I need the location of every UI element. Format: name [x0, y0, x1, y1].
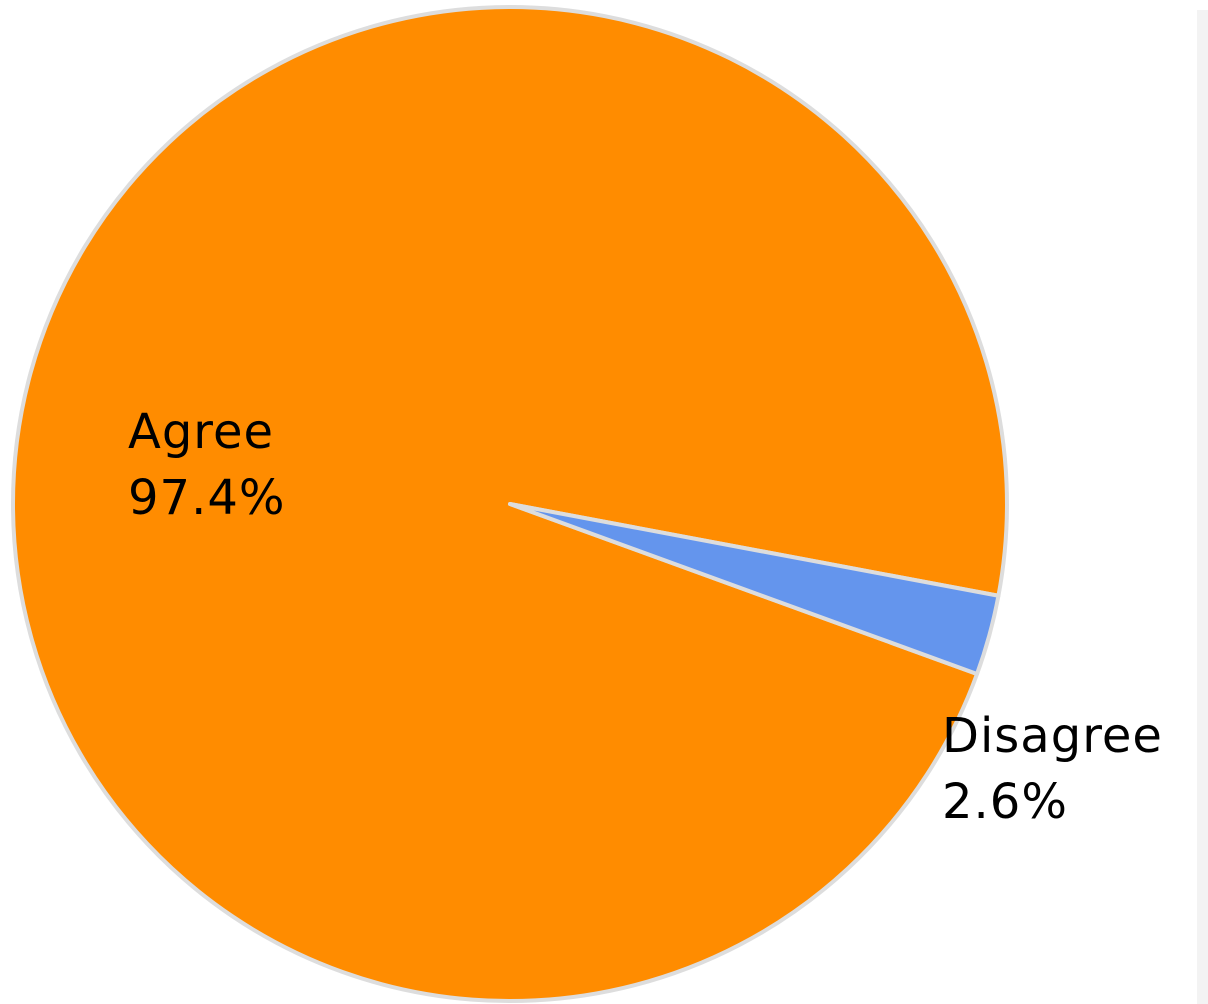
slice-percent-agree: 97.4%	[128, 470, 285, 526]
slice-percent-disagree: 2.6%	[942, 774, 1068, 830]
slice-label-agree: Agree	[128, 404, 274, 460]
slice-label-disagree: Disagree	[942, 708, 1163, 764]
